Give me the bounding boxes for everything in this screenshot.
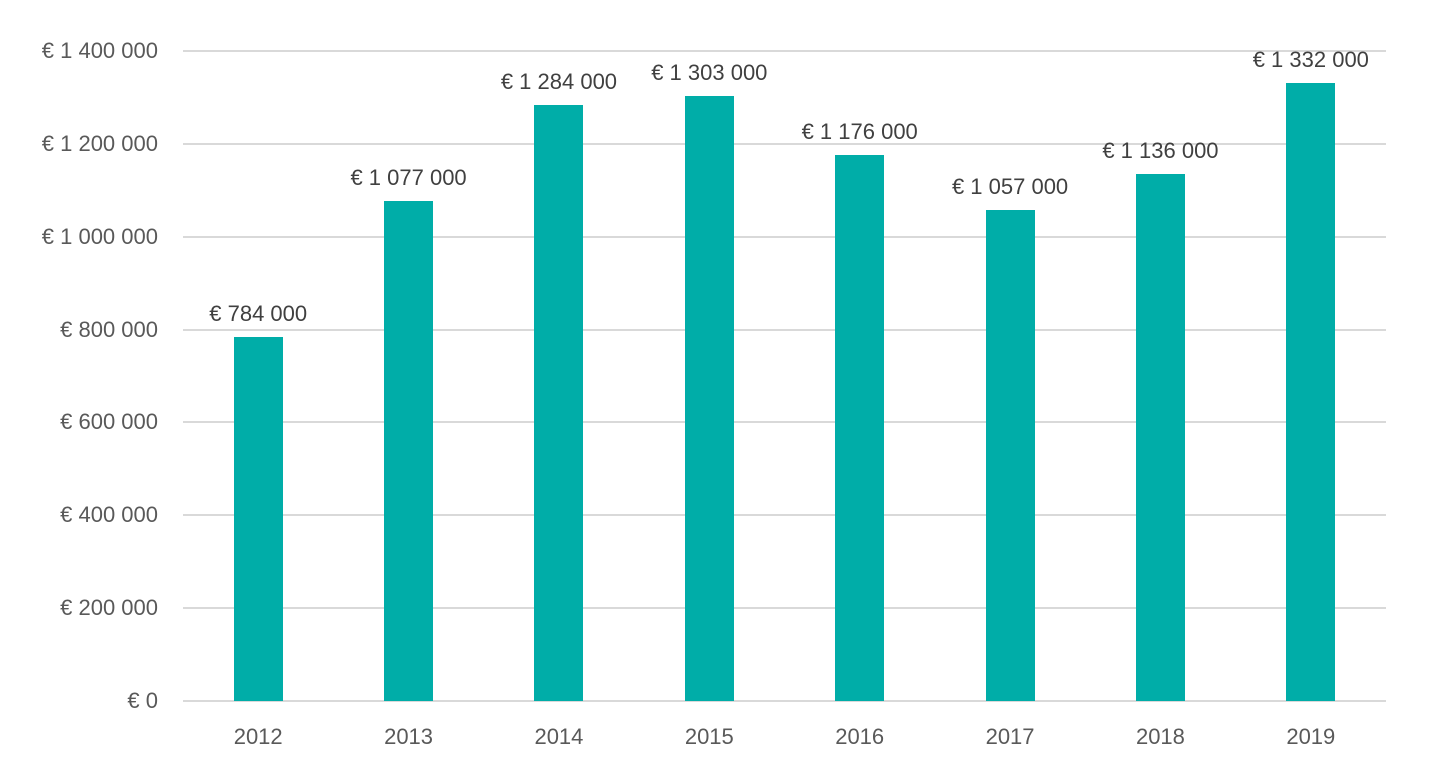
gridline <box>183 142 1386 145</box>
data-label: € 1 176 000 <box>801 119 918 144</box>
gridline <box>183 328 1386 331</box>
bar-2013 <box>384 200 434 701</box>
y-tick-label: € 600 000 <box>60 409 158 435</box>
y-tick-label: € 800 000 <box>60 316 158 342</box>
x-tick-label: 2019 <box>1286 724 1336 749</box>
x-axis-line <box>183 700 1386 702</box>
y-tick-label: € 0 <box>127 688 158 713</box>
y-tick-label: € 400 000 <box>60 502 158 528</box>
x-tick-label: 2015 <box>684 724 734 749</box>
bar-2014 <box>534 104 584 701</box>
x-tick-label: 2012 <box>233 724 283 749</box>
x-tick-label: 2013 <box>384 724 434 749</box>
y-tick-label: € 1 200 000 <box>41 130 158 156</box>
x-tick-label: 2018 <box>1135 724 1185 749</box>
y-tick-label: € 200 000 <box>60 595 158 621</box>
gridline <box>183 607 1386 610</box>
data-label: € 1 057 000 <box>951 174 1069 200</box>
data-label: € 1 284 000 <box>500 68 618 94</box>
x-tick-label: 2017 <box>985 724 1035 749</box>
bar-2012 <box>233 337 283 701</box>
x-tick-label: 2014 <box>534 724 584 749</box>
gridline <box>183 50 1386 52</box>
data-label: € 784 000 <box>209 301 308 326</box>
data-label: € 1 332 000 <box>1252 46 1369 72</box>
x-tick-label: 2016 <box>835 724 885 749</box>
gridline <box>183 421 1386 424</box>
bar-2017 <box>985 210 1035 701</box>
bar-2019 <box>1286 82 1336 701</box>
y-tick-label: € 1 000 000 <box>41 223 158 249</box>
bar-2015 <box>684 96 734 701</box>
gridline <box>183 235 1386 238</box>
gridline <box>183 514 1386 517</box>
y-tick-label: € 1 400 000 <box>41 38 158 63</box>
data-label: € 1 136 000 <box>1102 137 1219 163</box>
data-label: € 1 077 000 <box>350 164 467 190</box>
data-label: € 1 303 000 <box>651 60 768 86</box>
bar-2016 <box>835 155 885 701</box>
bar-2018 <box>1135 173 1185 701</box>
